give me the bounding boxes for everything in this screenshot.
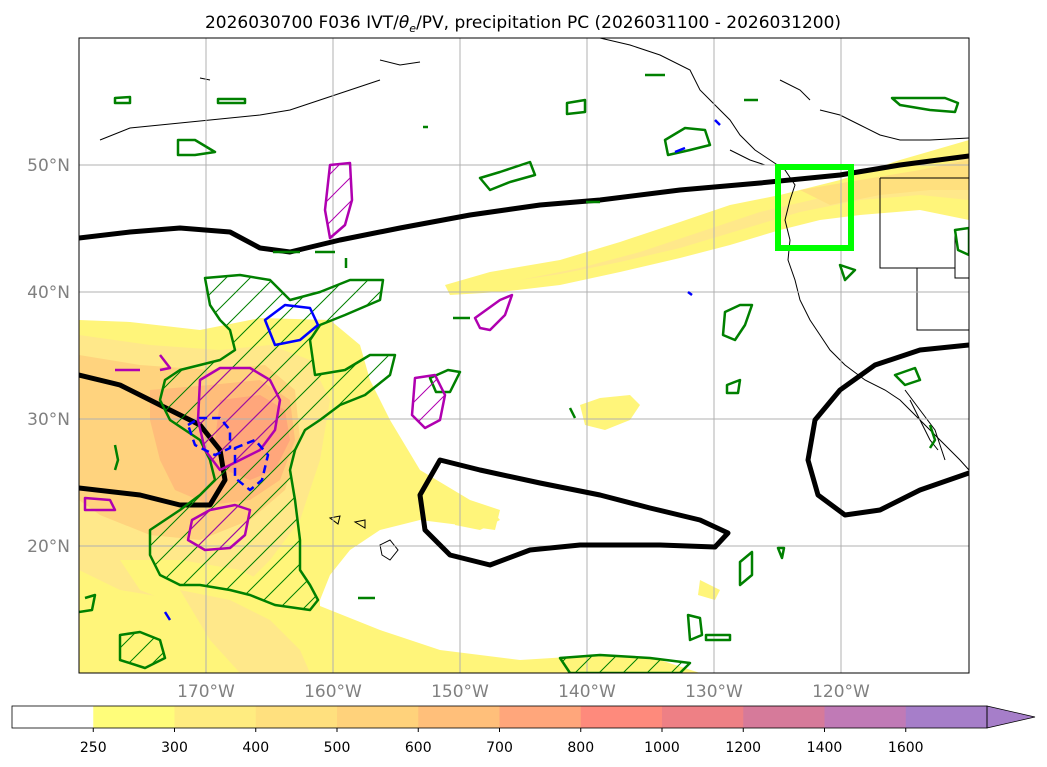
longitude-labels: 170°W 160°W 150°W 140°W 130°W 120°W bbox=[177, 682, 870, 702]
colorbar-tick-label: 400 bbox=[242, 740, 269, 756]
colorbar-segment bbox=[12, 706, 94, 728]
colorbar-segment bbox=[337, 706, 419, 728]
colorbar-segment bbox=[499, 706, 582, 728]
target-region-box bbox=[775, 164, 854, 251]
figure-title: 2026030700 F036 IVT/θe/PV, precipitation… bbox=[205, 13, 841, 35]
colorbar-segment bbox=[255, 706, 338, 728]
lat-label: 40°N bbox=[27, 283, 70, 303]
map-plot-area bbox=[79, 38, 969, 673]
colorbar-segment bbox=[580, 706, 663, 728]
colorbar-tick-label: 500 bbox=[324, 740, 351, 756]
colorbar-extend-arrow bbox=[986, 705, 1036, 729]
colorbar-segment bbox=[662, 706, 744, 728]
colorbar-tick-label: 600 bbox=[405, 740, 432, 756]
pv-negative-contours bbox=[163, 119, 721, 621]
colorbar-segment bbox=[93, 706, 175, 728]
lon-label: 130°W bbox=[685, 682, 743, 702]
latitude-labels: 50°N 40°N 30°N 20°N bbox=[27, 156, 70, 557]
colorbar-segment bbox=[905, 706, 988, 728]
colorbar-segment bbox=[824, 706, 907, 728]
lon-label: 170°W bbox=[177, 682, 235, 702]
colorbar-segment bbox=[743, 706, 825, 728]
map-frame bbox=[78, 37, 970, 674]
colorbar-segment bbox=[418, 706, 500, 728]
colorbar-tick-label: 1000 bbox=[644, 740, 680, 756]
colorbar-tick-labels: 250 300 400 500 600 700 800 1000 1200 1400 1600 bbox=[80, 728, 924, 756]
colorbar-tick-label: 800 bbox=[567, 740, 594, 756]
colorbar-tick-label: 700 bbox=[486, 740, 513, 756]
lat-label: 20°N bbox=[27, 537, 70, 557]
lon-label: 150°W bbox=[431, 682, 489, 702]
colorbar-segment bbox=[174, 706, 257, 728]
lon-label: 160°W bbox=[304, 682, 362, 702]
colorbar-tick-label: 1200 bbox=[725, 740, 761, 756]
colorbar-tick-label: 300 bbox=[161, 740, 188, 756]
lon-label: 140°W bbox=[558, 682, 616, 702]
lat-label: 50°N bbox=[27, 156, 70, 176]
colorbar-tick-label: 250 bbox=[80, 740, 107, 756]
colorbar-segments bbox=[12, 706, 988, 728]
lat-label: 30°N bbox=[27, 410, 70, 430]
colorbar: 250 300 400 500 600 700 800 1000 1200 1400 1600 bbox=[11, 705, 1036, 756]
lon-label: 120°W bbox=[812, 682, 870, 702]
colorbar-tick-label: 1600 bbox=[888, 740, 924, 756]
coastlines bbox=[99, 38, 969, 561]
colorbar-tick-label: 1400 bbox=[807, 740, 843, 756]
